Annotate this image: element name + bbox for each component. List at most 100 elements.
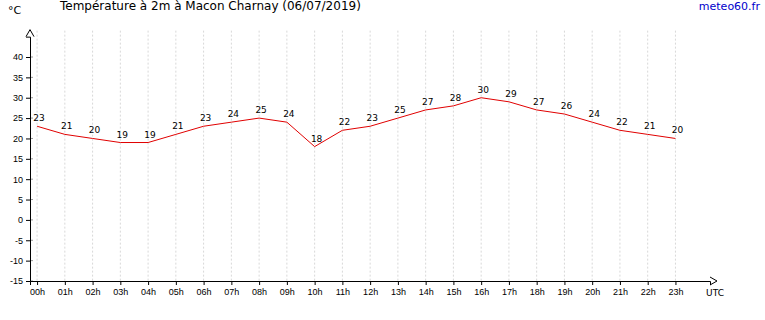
tick: 12h (363, 281, 378, 297)
tick-mark (26, 118, 30, 119)
tick-mark (93, 281, 94, 285)
grid-line (481, 31, 482, 281)
grid-line (175, 31, 176, 281)
tick: 01h (58, 281, 73, 297)
tick: 35 (13, 73, 30, 83)
grid-line (120, 31, 121, 281)
tick: 00h (30, 281, 45, 297)
grid-line (675, 31, 676, 281)
grid-line (203, 31, 204, 281)
grid-line (342, 31, 343, 281)
x-axis: 00h01h02h03h04h05h06h07h08h09h10h11h12h1… (30, 281, 710, 297)
tick: 25 (13, 113, 30, 123)
tick-mark (564, 281, 565, 285)
title: Température à 2m à Macon Charnay (06/07/… (59, 0, 361, 13)
data-label: 24 (588, 109, 600, 119)
tick-mark (620, 281, 621, 285)
tick-mark (259, 281, 260, 285)
data-label: 23 (366, 113, 377, 123)
tick: 13h (391, 281, 406, 297)
tick-label: 15h (446, 287, 461, 297)
tick: 10h (308, 281, 323, 297)
grid-line (425, 31, 426, 281)
tick-label: 10 (13, 175, 23, 185)
data-label: 23 (33, 113, 44, 123)
y-axis: -15-10-50510152025303540 (10, 37, 31, 286)
tick: 22h (641, 281, 656, 297)
tick: -15 (10, 276, 30, 286)
axis-line (31, 282, 711, 286)
tick-label: 21h (613, 287, 628, 297)
tick-label: 11h (336, 287, 350, 297)
tick-label: 23h (668, 287, 683, 297)
tick: 0 (18, 215, 30, 225)
tick-mark (26, 57, 30, 58)
plot-area (37, 98, 675, 147)
grid-line (619, 31, 620, 281)
tick: 02h (86, 281, 101, 297)
tick-label: 01h (58, 287, 73, 297)
grid (30, 31, 675, 281)
tick-mark (176, 281, 177, 285)
tick-mark (26, 240, 30, 241)
data-label: 18 (311, 134, 323, 144)
tick-mark (481, 281, 482, 285)
data-label: 23 (200, 113, 211, 123)
tick: 16h (474, 281, 489, 297)
tick-mark (26, 98, 30, 99)
data-label: 21 (644, 121, 655, 131)
tick: 23h (668, 281, 683, 297)
grid-line (536, 31, 537, 281)
data-label: 27 (533, 97, 544, 107)
grid-line (259, 31, 260, 281)
tick-label: -5 (15, 236, 23, 246)
data-label: 29 (505, 89, 517, 99)
tick-label: 07h (224, 287, 239, 297)
grid-line (231, 31, 232, 281)
tick: 40 (13, 52, 30, 62)
data-label: 22 (616, 117, 627, 127)
grid-line (453, 31, 454, 281)
tick-mark (26, 200, 30, 201)
tick-label: 0 (18, 215, 23, 225)
tick-label: 25 (13, 113, 23, 123)
data-labels: 2321201919212324252418222325272830292726… (33, 85, 683, 144)
tick: 10 (13, 175, 30, 185)
tick-mark (65, 281, 66, 285)
data-label: 30 (477, 85, 489, 95)
tick-label: 00h (30, 287, 45, 297)
tick-label: 5 (18, 195, 23, 205)
tick-label: 40 (13, 52, 23, 62)
tick: 04h (141, 281, 156, 297)
tick-label: 22h (641, 287, 656, 297)
x-axis-label: UTC (706, 288, 724, 298)
tick-label: 35 (13, 73, 23, 83)
tick: 14h (419, 281, 434, 297)
data-label: 27 (422, 97, 433, 107)
data-label: 21 (61, 121, 72, 131)
tick-mark (370, 281, 371, 285)
data-label: 25 (255, 105, 266, 115)
tick: 03h (113, 281, 128, 297)
tick: 05h (169, 281, 184, 297)
chart: -15-10-5051015202530354000h01h02h03h04h0… (0, 0, 765, 320)
tick-mark (509, 281, 510, 285)
tick-label: 18h (530, 287, 545, 297)
data-label: 20 (672, 125, 684, 135)
tick-label: -15 (10, 276, 23, 286)
tick: 19h (557, 281, 572, 297)
data-label: 19 (117, 130, 129, 140)
tick-label: 16h (474, 287, 489, 297)
data-label: 20 (89, 125, 101, 135)
tick-mark (204, 281, 205, 285)
tick-label: 14h (419, 287, 434, 297)
grid-line (286, 31, 287, 281)
data-label: 24 (283, 109, 295, 119)
tick-mark (231, 281, 232, 285)
axis-arrow (710, 277, 717, 285)
tick-mark (315, 281, 316, 285)
temperature-line (37, 98, 675, 147)
grid-line (148, 31, 149, 281)
tick-mark (148, 281, 149, 285)
tick-mark (26, 179, 30, 180)
